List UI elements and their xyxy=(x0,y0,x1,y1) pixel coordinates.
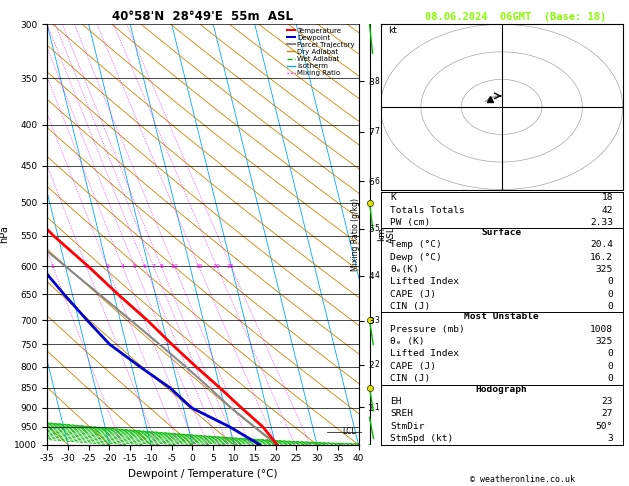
Text: Pressure (mb): Pressure (mb) xyxy=(390,325,465,333)
Legend: Temperature, Dewpoint, Parcel Trajectory, Dry Adiabat, Wet Adiabat, Isotherm, Mi: Temperature, Dewpoint, Parcel Trajectory… xyxy=(287,28,355,76)
Text: 7: 7 xyxy=(152,264,155,269)
Text: 15: 15 xyxy=(195,264,203,269)
Text: 20: 20 xyxy=(213,264,221,269)
Text: 25: 25 xyxy=(227,264,235,269)
Text: 5: 5 xyxy=(374,225,379,233)
Text: 08.06.2024  06GMT  (Base: 18): 08.06.2024 06GMT (Base: 18) xyxy=(425,12,606,22)
Bar xyxy=(381,384,623,445)
Text: 6: 6 xyxy=(374,176,379,186)
Text: 3: 3 xyxy=(607,434,613,443)
Text: 10: 10 xyxy=(170,264,178,269)
Text: PW (cm): PW (cm) xyxy=(390,218,430,226)
Title: 40°58'N  28°49'E  55m  ASL: 40°58'N 28°49'E 55m ASL xyxy=(113,10,293,23)
Text: LCL: LCL xyxy=(343,427,357,436)
Text: 4: 4 xyxy=(374,271,379,280)
Text: 2: 2 xyxy=(374,360,379,369)
Text: 50°: 50° xyxy=(596,422,613,431)
Text: 8: 8 xyxy=(159,264,163,269)
Text: CAPE (J): CAPE (J) xyxy=(390,362,437,371)
Text: 1: 1 xyxy=(51,264,55,269)
Text: 325: 325 xyxy=(596,265,613,274)
Text: 3: 3 xyxy=(105,264,109,269)
Text: 0: 0 xyxy=(607,278,613,286)
Text: © weatheronline.co.uk: © weatheronline.co.uk xyxy=(470,474,574,484)
Text: StmSpd (kt): StmSpd (kt) xyxy=(390,434,454,443)
Text: 1008: 1008 xyxy=(590,325,613,333)
Text: 20.4: 20.4 xyxy=(590,241,613,249)
Y-axis label: km
ASL: km ASL xyxy=(377,226,396,243)
Text: Hodograph: Hodograph xyxy=(476,384,528,394)
Text: EH: EH xyxy=(390,397,402,406)
Text: 5: 5 xyxy=(133,264,136,269)
Text: 4: 4 xyxy=(120,264,125,269)
Text: 0: 0 xyxy=(607,290,613,299)
Y-axis label: Mixing Ratio (g/kg): Mixing Ratio (g/kg) xyxy=(351,198,360,271)
Text: Most Unstable: Most Unstable xyxy=(464,312,539,321)
Y-axis label: hPa: hPa xyxy=(0,226,9,243)
Text: kt: kt xyxy=(389,26,398,35)
Text: CAPE (J): CAPE (J) xyxy=(390,290,437,299)
Text: Lifted Index: Lifted Index xyxy=(390,278,459,286)
Text: 42: 42 xyxy=(601,206,613,214)
Text: 16.2: 16.2 xyxy=(590,253,613,262)
Text: 6: 6 xyxy=(143,264,147,269)
Text: Temp (°C): Temp (°C) xyxy=(390,241,442,249)
Text: 1: 1 xyxy=(374,402,379,412)
Text: 23: 23 xyxy=(601,397,613,406)
Text: CIN (J): CIN (J) xyxy=(390,374,430,383)
X-axis label: Dewpoint / Temperature (°C): Dewpoint / Temperature (°C) xyxy=(128,469,277,479)
Bar xyxy=(381,228,623,312)
Text: 0: 0 xyxy=(607,349,613,359)
Bar xyxy=(381,312,623,384)
Text: 8: 8 xyxy=(374,77,379,86)
Text: 0: 0 xyxy=(607,362,613,371)
Text: CIN (J): CIN (J) xyxy=(390,302,430,311)
Text: Lifted Index: Lifted Index xyxy=(390,349,459,359)
Text: 27: 27 xyxy=(601,409,613,418)
Text: 2: 2 xyxy=(84,264,88,269)
Text: 7: 7 xyxy=(374,127,379,136)
Text: Totals Totals: Totals Totals xyxy=(390,206,465,214)
Text: Dewp (°C): Dewp (°C) xyxy=(390,253,442,262)
Text: K: K xyxy=(390,193,396,203)
Text: StmDir: StmDir xyxy=(390,422,425,431)
Text: 2.33: 2.33 xyxy=(590,218,613,226)
Text: 325: 325 xyxy=(596,337,613,346)
Text: 3: 3 xyxy=(374,316,379,325)
Text: 0: 0 xyxy=(607,302,613,311)
Text: 0: 0 xyxy=(607,374,613,383)
Text: 18: 18 xyxy=(601,193,613,203)
Text: Surface: Surface xyxy=(482,228,521,237)
Bar xyxy=(381,192,623,228)
Text: θₑ (K): θₑ (K) xyxy=(390,337,425,346)
Text: SREH: SREH xyxy=(390,409,413,418)
Text: θₑ(K): θₑ(K) xyxy=(390,265,419,274)
